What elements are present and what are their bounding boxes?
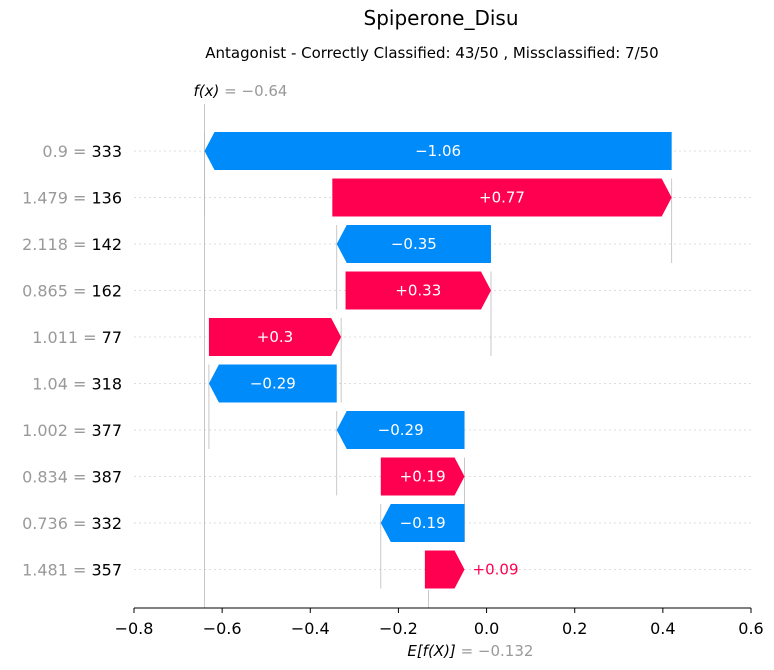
x-tick-label: −0.2 — [379, 619, 418, 638]
feature-label: 1.011 = 77 — [32, 328, 122, 347]
x-tick-label: −0.8 — [115, 619, 154, 638]
ex-label: E[f(X)] — [407, 642, 456, 660]
feature-value: 0.834 = — [22, 468, 91, 487]
bar-value-label: +0.33 — [395, 282, 441, 300]
fx-value: = −0.64 — [219, 82, 287, 100]
feature-label: 0.9 = 333 — [42, 142, 122, 161]
feature-value: 2.118 = — [22, 235, 91, 254]
bar-value-label: −0.35 — [391, 235, 437, 253]
feature-label: 2.118 = 142 — [22, 235, 122, 254]
svg-text:f(x) = −0.64: f(x) = −0.64 — [194, 82, 288, 100]
feature-name: 136 — [91, 189, 122, 208]
bar-value-label: +0.09 — [473, 561, 519, 579]
feature-name: 377 — [91, 421, 122, 440]
bar-332 — [380, 504, 465, 542]
x-tick-label: 0.6 — [738, 619, 763, 638]
feature-value: 1.011 = — [32, 328, 101, 347]
x-tick-label: 0.2 — [562, 619, 587, 638]
x-axis: −0.8 −0.6 −0.4 −0.2 0.0 0.2 0.4 0.6 — [115, 607, 764, 638]
feature-name: 357 — [91, 561, 122, 580]
feature-name: 142 — [91, 235, 122, 254]
feature-label: 0.834 = 387 — [22, 468, 122, 487]
feature-label: 1.04 = 318 — [32, 375, 122, 394]
feature-value: 0.865 = — [22, 282, 91, 301]
feature-labels: −1.06 0.9 = 333 +0.77 1.479 = 136 −0.35 2.118… — [22, 142, 525, 580]
bar-value-label: +0.3 — [257, 328, 293, 346]
feature-name: 387 — [91, 468, 122, 487]
feature-value: 1.04 = — [32, 375, 91, 394]
feature-name: 332 — [91, 514, 122, 533]
bar-318 — [208, 364, 337, 403]
expected-value-annotation: E[f(X)] = −0.132 — [407, 642, 533, 660]
bars — [204, 132, 672, 589]
bar-value-label: −0.19 — [400, 514, 446, 532]
ex-value: = −0.132 — [456, 642, 534, 660]
svg-text:E[f(X)] = −0.132: E[f(X)] = −0.132 — [407, 642, 533, 660]
chart-title: Spiperone_Disu — [364, 6, 519, 30]
bar-162 — [345, 271, 491, 310]
feature-value: 1.479 = — [22, 189, 91, 208]
feature-label: 0.865 = 162 — [22, 282, 122, 301]
bar-387 — [380, 457, 465, 496]
feature-value: 1.481 = — [22, 561, 91, 580]
bar-value-label: −1.06 — [415, 142, 461, 160]
bar-value-label: −0.29 — [378, 421, 424, 439]
bar-377 — [336, 411, 465, 449]
bar-value-label: −0.29 — [250, 375, 296, 393]
feature-value: 1.002 = — [22, 421, 91, 440]
chart-subtitle: Antagonist - Correctly Classified: 43/50… — [205, 44, 658, 62]
feature-name: 333 — [91, 142, 122, 161]
x-tick-label: −0.4 — [291, 619, 330, 638]
x-tick-label: 0.0 — [474, 619, 499, 638]
feature-name: 318 — [91, 375, 122, 394]
x-tick-label: −0.6 — [203, 619, 242, 638]
bar-333 — [204, 132, 672, 170]
x-tick-label: 0.4 — [650, 619, 675, 638]
bar-357 — [424, 550, 465, 589]
bar-77 — [208, 318, 342, 356]
feature-label: 0.736 = 332 — [22, 514, 122, 533]
fx-label: f(x) — [194, 82, 220, 100]
feature-label: 1.002 = 377 — [22, 421, 122, 440]
feature-label: 1.479 = 136 — [22, 189, 122, 208]
feature-value: 0.736 = — [22, 514, 91, 533]
bar-142 — [336, 225, 491, 263]
feature-value: 0.9 = — [42, 142, 91, 161]
feature-label: 1.481 = 357 — [22, 561, 122, 580]
feature-name: 77 — [102, 328, 122, 347]
fx-annotation: f(x) = −0.64 — [194, 82, 288, 100]
feature-name: 162 — [91, 282, 122, 301]
bar-value-label: +0.19 — [400, 468, 446, 486]
bar-value-label: +0.77 — [479, 189, 525, 207]
bar-136 — [332, 178, 672, 217]
